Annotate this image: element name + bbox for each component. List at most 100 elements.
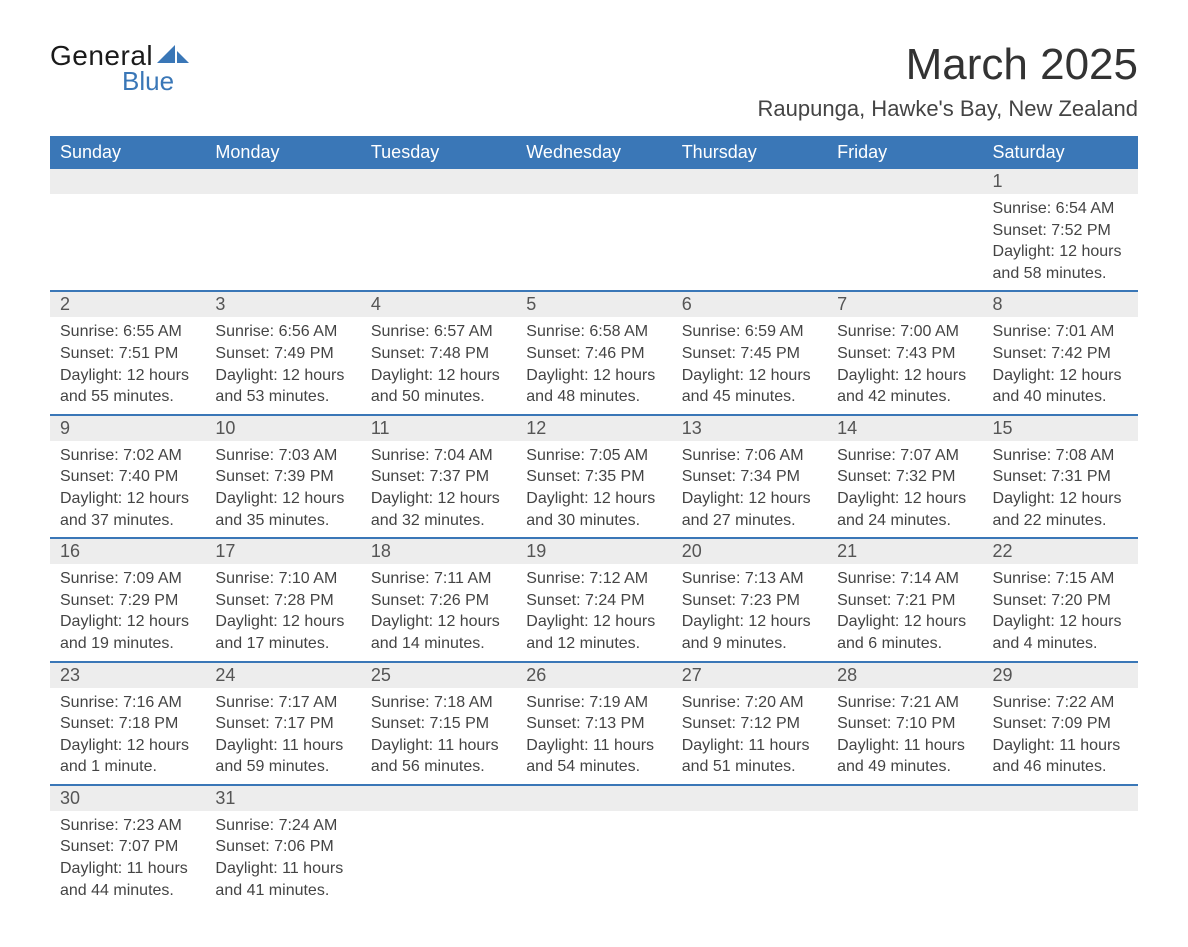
title-block: March 2025 Raupunga, Hawke's Bay, New Ze… — [758, 40, 1138, 122]
daylight-line: Daylight: 12 hours — [371, 488, 506, 510]
sunset-line: Sunset: 7:37 PM — [371, 466, 506, 488]
day-info: Sunrise: 7:14 AMSunset: 7:21 PMDaylight:… — [827, 564, 982, 661]
empty-cell — [361, 811, 516, 907]
calendar-table: Sunday Monday Tuesday Wednesday Thursday… — [50, 136, 1138, 907]
empty-cell — [361, 785, 516, 811]
day-number: 23 — [50, 662, 205, 688]
day-number: 30 — [50, 785, 205, 811]
location-subtitle: Raupunga, Hawke's Bay, New Zealand — [758, 96, 1138, 122]
day-info: Sunrise: 7:23 AMSunset: 7:07 PMDaylight:… — [50, 811, 205, 907]
daylight-line: and 17 minutes. — [215, 633, 350, 655]
daylight-line: and 27 minutes. — [682, 510, 817, 532]
day-info: Sunrise: 7:07 AMSunset: 7:32 PMDaylight:… — [827, 441, 982, 538]
weekday-wednesday: Wednesday — [516, 136, 671, 169]
daylight-line: Daylight: 12 hours — [682, 365, 817, 387]
daylight-line: and 42 minutes. — [837, 386, 972, 408]
calendar-head: Sunday Monday Tuesday Wednesday Thursday… — [50, 136, 1138, 169]
sunset-line: Sunset: 7:40 PM — [60, 466, 195, 488]
daylight-line: Daylight: 12 hours — [837, 365, 972, 387]
sunset-line: Sunset: 7:39 PM — [215, 466, 350, 488]
daylight-line: and 30 minutes. — [526, 510, 661, 532]
sunset-line: Sunset: 7:06 PM — [215, 836, 350, 858]
day-number: 19 — [516, 538, 671, 564]
daylight-line: Daylight: 12 hours — [60, 735, 195, 757]
daylight-line: and 51 minutes. — [682, 756, 817, 778]
weekday-saturday: Saturday — [983, 136, 1138, 169]
day-number: 13 — [672, 415, 827, 441]
header: General Blue March 2025 Raupunga, Hawke'… — [50, 40, 1138, 122]
sunset-line: Sunset: 7:09 PM — [993, 713, 1128, 735]
sunrise-line: Sunrise: 7:11 AM — [371, 568, 506, 590]
day-number: 31 — [205, 785, 360, 811]
sunrise-line: Sunrise: 7:10 AM — [215, 568, 350, 590]
sunrise-line: Sunrise: 7:19 AM — [526, 692, 661, 714]
sunset-line: Sunset: 7:18 PM — [60, 713, 195, 735]
day-number: 18 — [361, 538, 516, 564]
daylight-line: and 9 minutes. — [682, 633, 817, 655]
daylight-line: and 46 minutes. — [993, 756, 1128, 778]
sunrise-line: Sunrise: 7:15 AM — [993, 568, 1128, 590]
day-number: 22 — [983, 538, 1138, 564]
sunrise-line: Sunrise: 7:14 AM — [837, 568, 972, 590]
day-number: 26 — [516, 662, 671, 688]
day-info: Sunrise: 7:00 AMSunset: 7:43 PMDaylight:… — [827, 317, 982, 414]
daylight-line: Daylight: 12 hours — [526, 611, 661, 633]
day-info: Sunrise: 6:58 AMSunset: 7:46 PMDaylight:… — [516, 317, 671, 414]
sunrise-line: Sunrise: 7:03 AM — [215, 445, 350, 467]
day-number: 8 — [983, 291, 1138, 317]
daylight-line: Daylight: 11 hours — [526, 735, 661, 757]
daylight-line: Daylight: 12 hours — [682, 611, 817, 633]
day-info: Sunrise: 7:04 AMSunset: 7:37 PMDaylight:… — [361, 441, 516, 538]
empty-cell — [672, 785, 827, 811]
empty-cell — [516, 811, 671, 907]
day-number: 17 — [205, 538, 360, 564]
logo: General Blue — [50, 40, 191, 97]
daynum-row: 16171819202122 — [50, 538, 1138, 564]
empty-cell — [827, 169, 982, 194]
daylight-line: and 54 minutes. — [526, 756, 661, 778]
empty-cell — [672, 194, 827, 291]
logo-word-blue: Blue — [122, 66, 174, 97]
sunrise-line: Sunrise: 7:20 AM — [682, 692, 817, 714]
sunrise-line: Sunrise: 7:05 AM — [526, 445, 661, 467]
day-info: Sunrise: 7:02 AMSunset: 7:40 PMDaylight:… — [50, 441, 205, 538]
daylight-line: and 24 minutes. — [837, 510, 972, 532]
sunset-line: Sunset: 7:24 PM — [526, 590, 661, 612]
info-row: Sunrise: 7:23 AMSunset: 7:07 PMDaylight:… — [50, 811, 1138, 907]
daylight-line: and 14 minutes. — [371, 633, 506, 655]
daylight-line: and 45 minutes. — [682, 386, 817, 408]
empty-cell — [827, 785, 982, 811]
daylight-line: Daylight: 11 hours — [60, 858, 195, 880]
day-info: Sunrise: 7:16 AMSunset: 7:18 PMDaylight:… — [50, 688, 205, 785]
daylight-line: and 50 minutes. — [371, 386, 506, 408]
sunrise-line: Sunrise: 6:54 AM — [993, 198, 1128, 220]
sunrise-line: Sunrise: 7:18 AM — [371, 692, 506, 714]
empty-cell — [361, 194, 516, 291]
daylight-line: and 19 minutes. — [60, 633, 195, 655]
sunset-line: Sunset: 7:15 PM — [371, 713, 506, 735]
day-number: 16 — [50, 538, 205, 564]
empty-cell — [983, 811, 1138, 907]
sunrise-line: Sunrise: 7:21 AM — [837, 692, 972, 714]
empty-cell — [827, 194, 982, 291]
day-number: 20 — [672, 538, 827, 564]
daylight-line: Daylight: 12 hours — [371, 611, 506, 633]
daylight-line: and 59 minutes. — [215, 756, 350, 778]
daylight-line: and 4 minutes. — [993, 633, 1128, 655]
sunrise-line: Sunrise: 7:23 AM — [60, 815, 195, 837]
sunset-line: Sunset: 7:31 PM — [993, 466, 1128, 488]
day-info: Sunrise: 7:19 AMSunset: 7:13 PMDaylight:… — [516, 688, 671, 785]
day-number: 12 — [516, 415, 671, 441]
daylight-line: and 49 minutes. — [837, 756, 972, 778]
sunset-line: Sunset: 7:35 PM — [526, 466, 661, 488]
day-info: Sunrise: 7:18 AMSunset: 7:15 PMDaylight:… — [361, 688, 516, 785]
info-row: Sunrise: 7:02 AMSunset: 7:40 PMDaylight:… — [50, 441, 1138, 538]
daylight-line: Daylight: 12 hours — [215, 365, 350, 387]
day-number: 21 — [827, 538, 982, 564]
daynum-row: 3031 — [50, 785, 1138, 811]
day-number: 14 — [827, 415, 982, 441]
calendar-body: 1 Sunrise: 6:54 AMSunset: 7:52 PMDayligh… — [50, 169, 1138, 907]
empty-cell — [827, 811, 982, 907]
daylight-line: Daylight: 12 hours — [993, 241, 1128, 263]
weekday-thursday: Thursday — [672, 136, 827, 169]
